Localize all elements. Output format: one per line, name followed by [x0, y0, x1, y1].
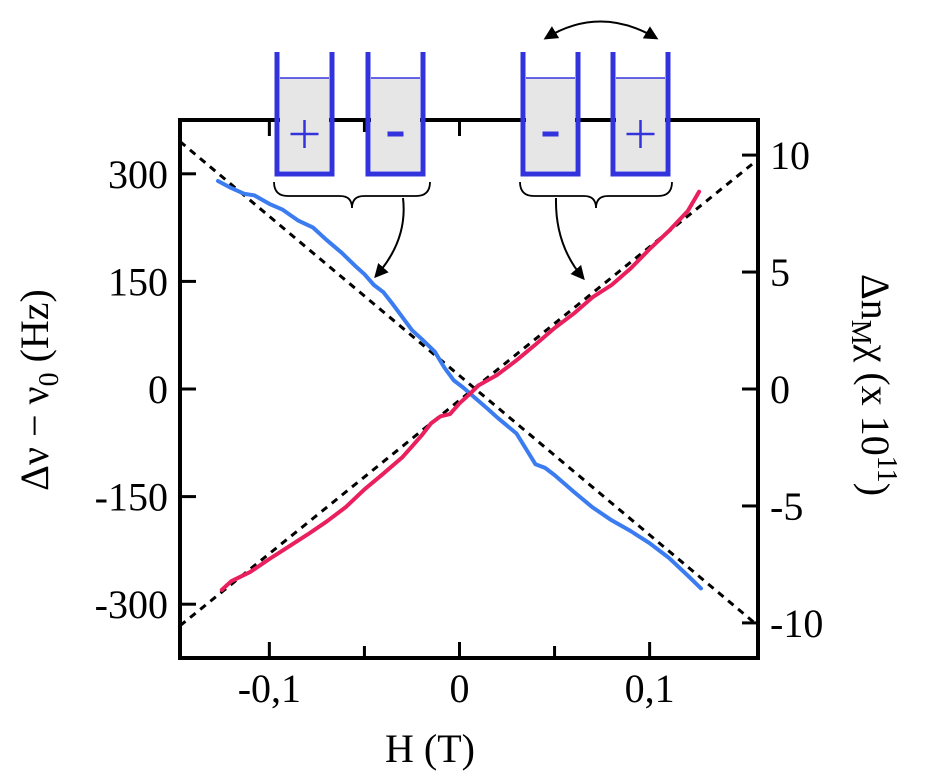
cell-3 — [520, 52, 581, 177]
series-line-1 — [216, 179, 703, 591]
y2-axis-title-sup: 11 — [871, 456, 902, 483]
minus-sign — [542, 131, 559, 137]
cell-wall — [274, 52, 335, 177]
x-tick-label: -0,1 — [238, 666, 301, 711]
right-brace — [519, 181, 673, 209]
y2-tick-label: 10 — [770, 133, 810, 178]
swap-arrow — [543, 20, 659, 40]
left-brace — [273, 181, 431, 209]
axis-ticks: -0,1 0 0,1 300 150 0 -150 -300 10 5 0 -5 -10 — [95, 120, 823, 711]
cell-annotations — [273, 20, 673, 281]
reference-line-1 — [180, 140, 758, 627]
series-line-2 — [219, 189, 702, 592]
cell-wall — [610, 52, 671, 177]
y-tick-label: -150 — [95, 475, 168, 520]
y2-axis-title-mid: (x 10 — [853, 362, 898, 455]
y-axis-title: Δν − ν0 (Hz) — [12, 289, 65, 491]
y2-axis-title-main: Δn — [853, 274, 898, 320]
y2-tick-label: 0 — [770, 367, 790, 412]
cell-liquid — [526, 78, 575, 171]
arrow-to-red-trace — [554, 197, 585, 281]
cell-wall — [520, 52, 581, 177]
y2-axis-title-end: ) — [853, 483, 898, 496]
y2-axis-title-chi: χ — [853, 344, 898, 363]
y2-axis-title: ΔnMχ (x 1011) — [845, 274, 902, 496]
y-tick-label: 150 — [108, 259, 168, 304]
reference-lines — [180, 140, 758, 627]
cell-1 — [274, 52, 335, 177]
y2-tick-label: 5 — [770, 250, 790, 295]
y-axis-title-unit: (Hz) — [12, 289, 57, 372]
data-series — [216, 179, 703, 592]
reference-line-2 — [180, 158, 758, 627]
y2-tick-label: -5 — [770, 484, 803, 529]
y-tick-label: -300 — [95, 582, 168, 627]
y-axis-title-main: Δν − ν — [12, 386, 57, 490]
y-tick-label: 300 — [108, 152, 168, 197]
x-axis-title: H (T) — [385, 726, 475, 771]
minus-sign — [387, 131, 404, 137]
arrow-to-blue-trace — [374, 197, 405, 279]
x-tick-label: 0 — [449, 666, 469, 711]
y-axis-title-sub: 0 — [34, 372, 65, 386]
cell-4 — [610, 52, 671, 177]
y-tick-label: 0 — [148, 367, 168, 412]
cell-liquid — [371, 78, 420, 171]
cell-2 — [365, 52, 426, 177]
y2-tick-label: -10 — [770, 601, 823, 646]
cell-wall — [365, 52, 426, 177]
y2-axis-title-sub: M — [845, 320, 876, 345]
x-tick-label: 0,1 — [625, 666, 675, 711]
